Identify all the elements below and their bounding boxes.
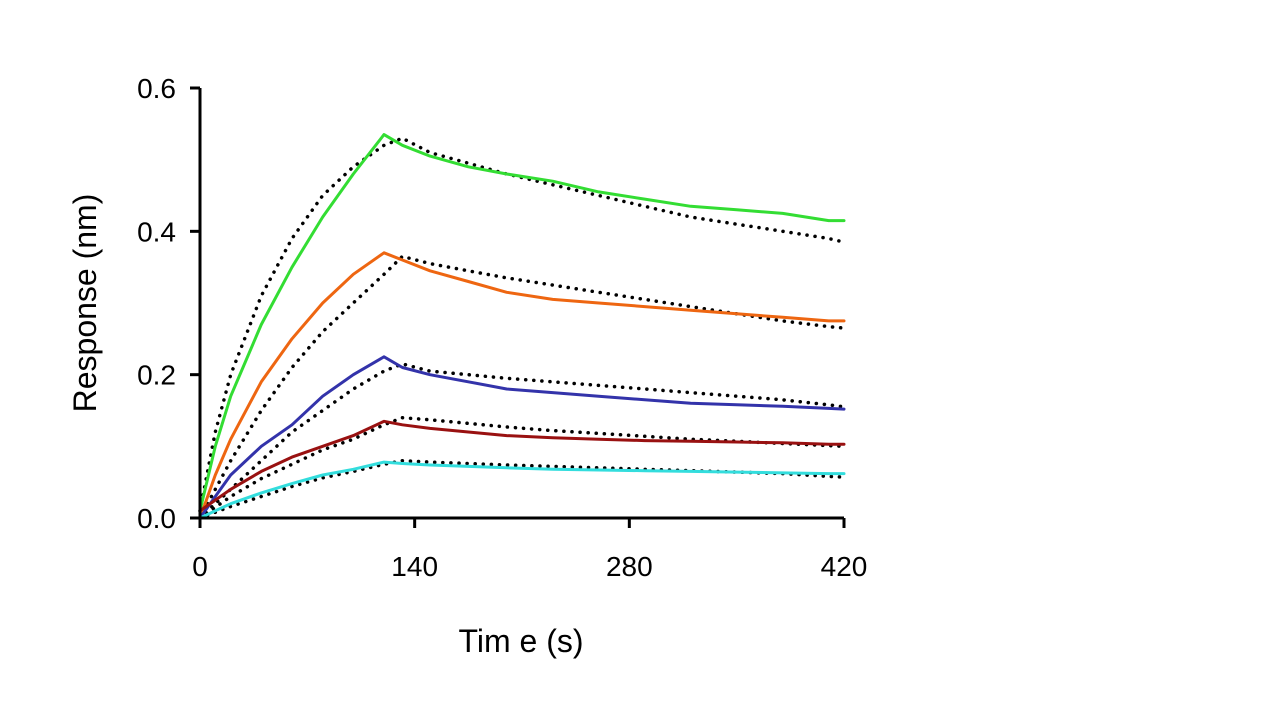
y-tick-label: 0.4: [137, 216, 176, 247]
x-axis-title: Tim e (s): [458, 623, 583, 659]
series-line-4: [198, 419, 846, 513]
data-series: [198, 133, 846, 520]
fit-curve-1: [198, 136, 846, 513]
y-tick-label: 0.0: [137, 503, 176, 534]
axes: [198, 88, 844, 520]
y-axis-title: Response (nm): [67, 194, 103, 413]
x-tick-label: 280: [606, 551, 653, 582]
series-line-2: [198, 251, 846, 520]
series-line-3: [198, 355, 846, 520]
x-tick-label: 140: [391, 551, 438, 582]
fit-curves: [198, 136, 846, 520]
x-tick-label: 420: [821, 551, 868, 582]
x-tick-label: 0: [192, 551, 208, 582]
fit-curve-5: [198, 458, 846, 520]
y-tick-label: 0.6: [137, 73, 176, 104]
ticks: 0.0 0.2 0.4 0.6 0 140 280 420: [137, 73, 867, 582]
fit-curve-3: [198, 362, 846, 520]
series-line-5: [198, 460, 846, 520]
y-tick-label: 0.2: [137, 360, 176, 391]
fit-curve-4: [198, 415, 846, 520]
series-line-1: [198, 133, 846, 513]
